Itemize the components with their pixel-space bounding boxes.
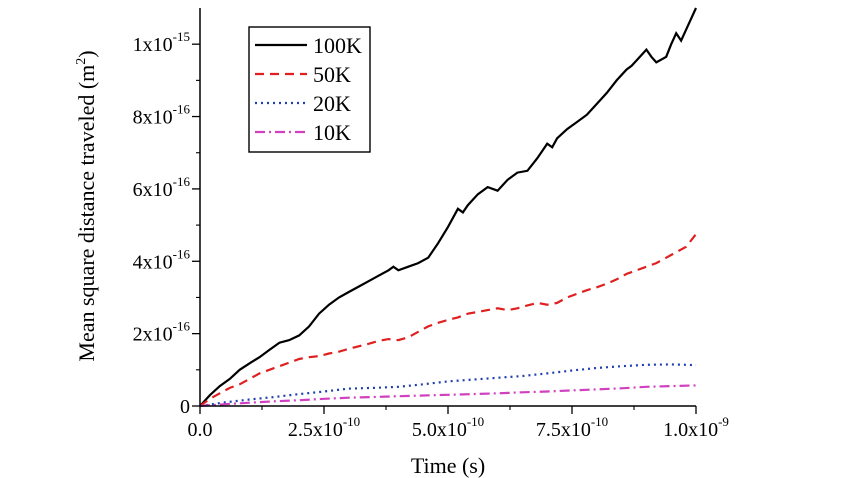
y-tick-exponent: -16 xyxy=(173,102,191,117)
x-tick-label: 7.5x10-10 xyxy=(536,414,608,441)
legend-label-10k: 10K xyxy=(313,120,351,145)
y-tick-mantissa: 2x10 xyxy=(133,324,173,346)
legend-label-50k: 50K xyxy=(313,62,351,87)
x-axis-title: Time (s) xyxy=(411,453,485,478)
y-axis-title: Mean square distance traveled (m2) xyxy=(74,50,99,361)
y-tick-exponent: -16 xyxy=(173,246,191,261)
x-tick-label: 2.5x10-10 xyxy=(288,414,360,441)
y-tick-label: 6x10-16 xyxy=(133,174,191,201)
series-line-50k xyxy=(199,233,697,407)
x-tick-mantissa: 2.5x10 xyxy=(288,419,343,441)
legend-label-100k: 100K xyxy=(313,33,362,58)
y-tick-label: 4x10-16 xyxy=(133,246,191,273)
series-layer xyxy=(199,7,698,408)
legend-label-20k: 20K xyxy=(313,91,351,116)
x-tick-exponent: -9 xyxy=(718,414,729,429)
y-axis-title-main: Mean square distance traveled (m xyxy=(74,65,99,362)
x-tick-mantissa: 7.5x10 xyxy=(536,419,591,441)
x-tick-label: 5.0x10-10 xyxy=(412,414,484,441)
y-tick-label: 1x10-15 xyxy=(133,29,190,56)
x-tick-mantissa: 1.0x10 xyxy=(663,419,718,441)
series-line-10k xyxy=(199,384,697,408)
x-tick-mantissa: 0.0 xyxy=(188,419,213,441)
y-tick-mantissa: 8x10 xyxy=(133,107,173,129)
x-tick-label: 0.0 xyxy=(188,419,213,441)
x-tick-exponent: -10 xyxy=(591,414,608,429)
y-axis-title-close: ) xyxy=(74,50,99,57)
y-axis-title-sup: 2 xyxy=(74,58,89,65)
x-tick-mantissa: 5.0x10 xyxy=(412,419,467,441)
series-line-20k xyxy=(199,363,697,408)
y-tick-exponent: -15 xyxy=(173,29,190,44)
y-tick-label: 2x10-16 xyxy=(133,319,191,346)
y-tick-mantissa: 6x10 xyxy=(133,179,173,201)
y-tick-label: 8x10-16 xyxy=(133,102,191,129)
y-tick-mantissa: 0 xyxy=(180,396,190,418)
x-tick-label: 1.0x10-9 xyxy=(663,414,729,441)
x-tick-exponent: -10 xyxy=(467,414,484,429)
legend: 100K 50K 20K 10K xyxy=(248,26,371,153)
y-tick-label: 0 xyxy=(180,396,190,418)
y-tick-mantissa: 1x10 xyxy=(133,34,173,56)
x-tick-exponent: -10 xyxy=(343,414,360,429)
y-tick-mantissa: 4x10 xyxy=(133,251,173,273)
y-tick-exponent: -16 xyxy=(173,319,191,334)
y-tick-exponent: -16 xyxy=(173,174,191,189)
series-line-100k xyxy=(199,7,698,407)
